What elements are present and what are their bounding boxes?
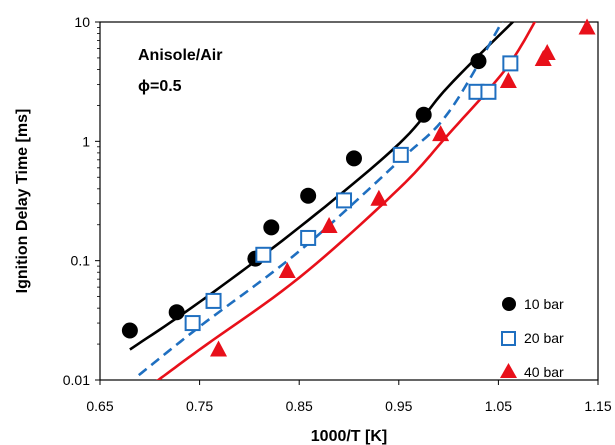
data-point-40-bar [499, 72, 517, 89]
x-tick-label: 0.95 [385, 398, 412, 414]
data-point-40-bar [538, 43, 556, 60]
data-point-40-bar [320, 217, 338, 234]
legend: 10 bar 20 bar 40 bar [500, 296, 564, 380]
legend-item-40-bar: 40 bar [500, 363, 564, 380]
legend-label-10-bar: 10 bar [524, 296, 564, 312]
data-point-10-bar [121, 322, 138, 339]
plot-area-frame [99, 21, 599, 381]
x-tick-label: 0.85 [286, 398, 313, 414]
data-point-20-bar [336, 192, 353, 209]
data-point-10-bar [300, 187, 317, 204]
data-point-20-bar [502, 55, 519, 72]
legend-item-10-bar: 10 bar [502, 296, 564, 312]
legend-marker-20-bar [501, 331, 516, 346]
legend-label-20-bar: 20 bar [524, 330, 564, 346]
data-point-40-bar [578, 18, 596, 35]
x-tick-label: 0.65 [86, 398, 113, 414]
data-point-20-bar [184, 315, 201, 332]
y-tick-label: 10 [74, 14, 90, 30]
data-point-40-bar [370, 189, 388, 206]
x-axis-title: 1000/T [K] [311, 428, 387, 445]
x-tick-label: 1.05 [485, 398, 512, 414]
y-tick-label: 0.01 [63, 372, 90, 388]
data-point-20-bar [205, 292, 222, 309]
data-point-20-bar [255, 246, 272, 263]
data-point-40-bar [432, 125, 450, 142]
data-point-10-bar [470, 53, 487, 70]
annotation-fuel: Anisole/Air [138, 47, 222, 64]
data-point-20-bar [480, 83, 497, 100]
y-tick-label: 0.1 [71, 253, 91, 269]
annotation-equivalence-ratio: ϕ=0.5 [138, 78, 182, 95]
data-point-10-bar [345, 150, 362, 167]
data-point-10-bar [415, 106, 432, 123]
data-point-20-bar [300, 229, 317, 246]
legend-item-20-bar: 20 bar [501, 330, 564, 346]
model-line-20-bar [137, 22, 504, 377]
legend-label-40-bar: 40 bar [524, 364, 564, 380]
data-point-10-bar [263, 219, 280, 236]
data-point-20-bar [392, 146, 409, 163]
y-tick-label: 1 [82, 133, 90, 149]
data-point-40-bar [278, 261, 296, 278]
model-line-10-bar [129, 22, 515, 351]
x-tick-label: 0.75 [186, 398, 213, 414]
data-point-40-bar [210, 340, 228, 357]
legend-marker-40-bar [500, 363, 517, 378]
legend-marker-10-bar [502, 297, 516, 311]
data-point-10-bar [168, 304, 185, 321]
y-axis-title: Ignition Delay Time [ms] [14, 109, 31, 294]
x-tick-label: 1.15 [584, 398, 611, 414]
